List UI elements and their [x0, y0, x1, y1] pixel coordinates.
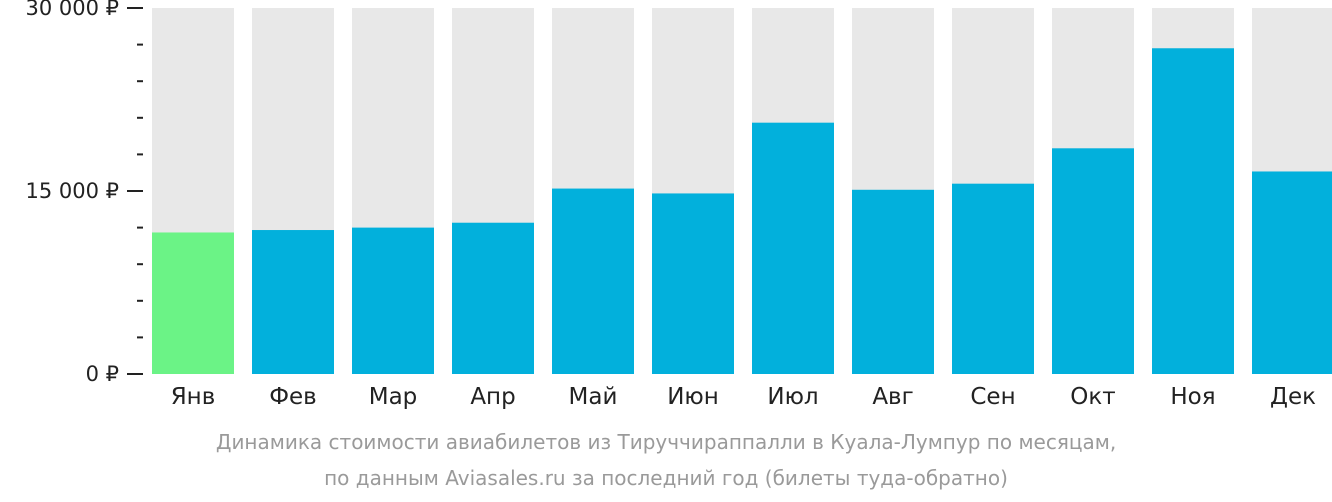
- bar: [752, 122, 834, 375]
- x-tick-label: Июл: [767, 384, 818, 410]
- x-tick-label: Окт: [1070, 384, 1115, 410]
- x-tick-label: Фев: [269, 384, 317, 410]
- bar: [452, 222, 534, 374]
- x-tick-label: Мар: [369, 384, 418, 410]
- bar: [952, 183, 1034, 374]
- bar: [252, 230, 334, 374]
- chart-caption-line-2: по данным Aviasales.ru за последний год …: [324, 466, 1008, 490]
- x-tick-label: Янв: [171, 384, 216, 410]
- bar: [1152, 48, 1234, 374]
- x-tick-label: Апр: [470, 384, 515, 410]
- bar: [1052, 148, 1134, 374]
- bar-chart: 0 ₽ 15 000 ₽ 30 000 ₽ Янв Фев Мар Апр Май Июн Июл…: [25, 0, 1332, 410]
- bar: [552, 188, 634, 374]
- x-tick-label: Май: [569, 384, 618, 410]
- bar: [352, 227, 434, 374]
- y-tick-label: 15 000 ₽: [25, 179, 119, 203]
- bar: [852, 189, 934, 374]
- x-tick-label: Сен: [970, 384, 1015, 410]
- bar: [152, 232, 234, 374]
- chart-caption-line-1: Динамика стоимости авиабилетов из Тиручч…: [215, 430, 1117, 454]
- y-tick-label: 0 ₽: [86, 362, 119, 386]
- x-tick-label: Июн: [667, 384, 719, 410]
- x-tick-label: Авг: [872, 384, 913, 410]
- bar: [652, 193, 734, 374]
- x-tick-label: Ноя: [1170, 384, 1215, 410]
- x-tick-label: Дек: [1270, 384, 1316, 410]
- bar: [1252, 171, 1332, 374]
- y-tick-label: 30 000 ₽: [25, 0, 119, 20]
